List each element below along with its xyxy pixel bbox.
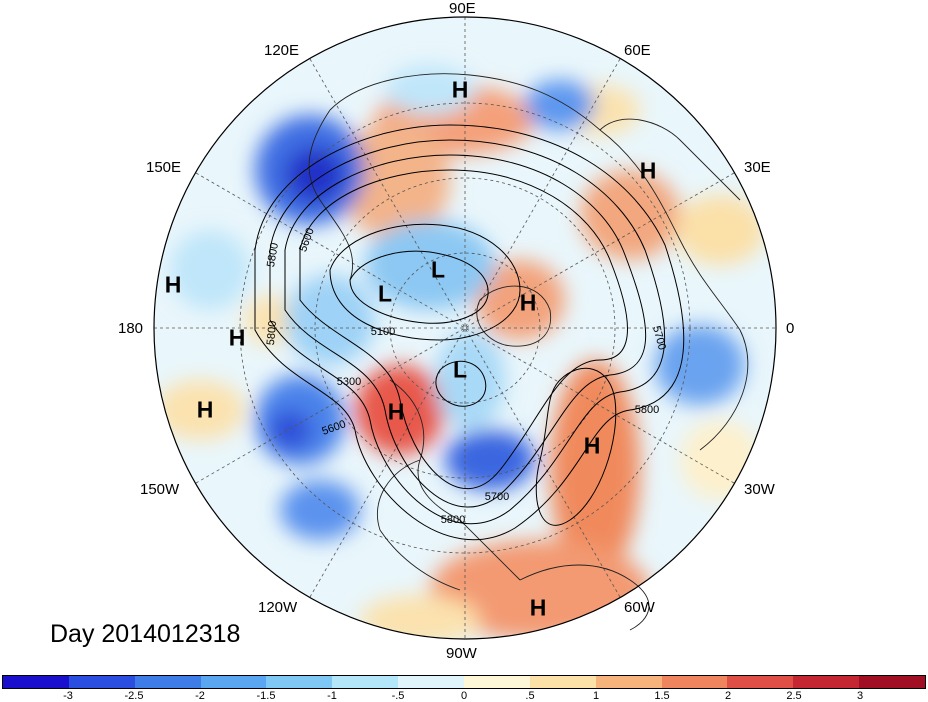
contour-label: 5800 — [264, 320, 280, 346]
low-pressure-marker: L — [430, 256, 446, 283]
high-pressure-marker: H — [228, 324, 246, 351]
colorbar-tick-label: -1 — [327, 690, 337, 702]
contour-label: 5800 — [440, 514, 466, 526]
lon-label-150w: 150W — [140, 481, 180, 498]
colorbar-tick-label: -2.5 — [124, 690, 144, 702]
lon-label-90w: 90W — [446, 645, 477, 662]
contour-label: 5100 — [370, 326, 396, 338]
contour-label: 5700 — [484, 491, 510, 503]
colorbar-swatch — [464, 676, 530, 688]
colorbar-tick-label: -1.5 — [256, 690, 276, 702]
high-pressure-marker: H — [387, 398, 405, 425]
high-pressure-marker: H — [451, 76, 469, 103]
colorbar-tick-label: 2.5 — [786, 690, 802, 702]
colorbar-tick-label: 1.5 — [654, 690, 670, 702]
colorbar-tick-label: 1 — [592, 690, 600, 702]
colorbar-tick-label: .5 — [525, 690, 535, 702]
high-pressure-marker: H — [164, 271, 182, 298]
high-pressure-marker: H — [519, 289, 537, 316]
high-pressure-marker: H — [639, 157, 657, 184]
colorbar-swatch — [68, 676, 135, 688]
day-label: Day 2014012318 — [50, 620, 241, 648]
height-contours — [254, 124, 685, 541]
colorbar-swatch — [529, 676, 596, 688]
colorbar-swatch — [398, 676, 465, 688]
coastlines — [308, 73, 749, 631]
colorbar-tick-label: -.5 — [391, 690, 405, 702]
lon-label-120e: 120E — [264, 42, 300, 59]
lon-label-150e: 150E — [146, 159, 182, 176]
colorbar-swatch — [727, 676, 794, 688]
lon-label-60e: 60E — [624, 42, 651, 59]
lon-label-60w: 60W — [624, 599, 655, 616]
graticule — [154, 17, 776, 639]
contour-label: 5800 — [634, 404, 660, 416]
lon-label-0: 0 — [786, 320, 795, 337]
colorbar-tick-label: -3 — [63, 690, 73, 702]
colorbar — [2, 675, 926, 689]
lon-label-180: 180 — [118, 320, 144, 337]
high-pressure-marker: H — [583, 432, 601, 459]
colorbar-tick-label: 2 — [724, 690, 732, 702]
colorbar-swatch — [266, 676, 333, 688]
contour-label: 5300 — [336, 376, 362, 388]
lon-label-30e: 30E — [744, 159, 771, 176]
colorbar-swatch — [859, 676, 926, 688]
high-pressure-marker: H — [529, 594, 547, 621]
colorbar-swatch — [134, 676, 201, 688]
low-pressure-marker: L — [452, 356, 468, 383]
lon-label-120w: 120W — [258, 599, 298, 616]
colorbar-swatch — [793, 676, 860, 688]
lon-label-90e: 90E — [449, 0, 476, 17]
colorbar-swatch — [200, 676, 267, 688]
lon-label-30w: 30W — [744, 481, 775, 498]
low-pressure-marker: L — [377, 280, 393, 307]
colorbar-swatch — [3, 676, 69, 688]
high-pressure-marker: H — [196, 396, 214, 423]
colorbar-swatch — [595, 676, 662, 688]
colorbar-tick-label: 0 — [460, 690, 468, 702]
colorbar-tick-label: 3 — [856, 690, 864, 702]
map-boundary — [153, 16, 777, 640]
colorbar-tick-label: -2 — [195, 690, 205, 702]
colorbar-swatch — [661, 676, 728, 688]
colorbar-swatch — [332, 676, 399, 688]
